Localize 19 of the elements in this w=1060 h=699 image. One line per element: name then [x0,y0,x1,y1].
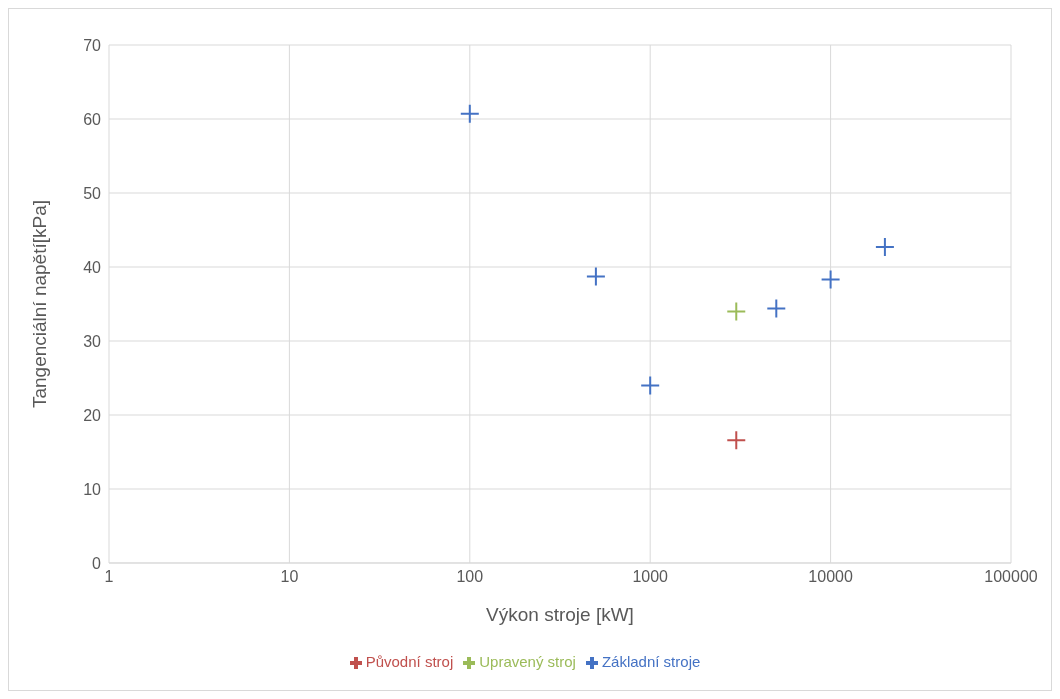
x-tick-label: 10000 [808,568,853,586]
y-axis-title: Tangenciální napětí[kPa] [28,199,50,409]
x-tick-label: 100 [456,568,484,586]
y-tick-label: 50 [83,184,102,202]
legend-label: Upravený stroj [479,653,576,670]
y-tick-label: 0 [92,554,102,572]
x-tick-label: 100000 [984,568,1038,586]
y-tick-label: 60 [83,110,102,128]
y-tick-label: 10 [83,480,102,498]
legend-label: Základní stroje [601,653,701,670]
legend-label: Původní stroj [365,653,454,670]
x-tick-label: 1 [104,568,114,586]
x-tick-label: 10 [280,568,299,586]
x-tick-label: 1000 [632,568,669,586]
x-axis-title: Výkon stroje [kW] [486,604,634,625]
y-tick-label: 40 [83,258,102,276]
y-tick-label: 70 [83,36,102,54]
y-tick-label: 30 [83,332,102,350]
y-tick-label: 20 [83,406,102,424]
